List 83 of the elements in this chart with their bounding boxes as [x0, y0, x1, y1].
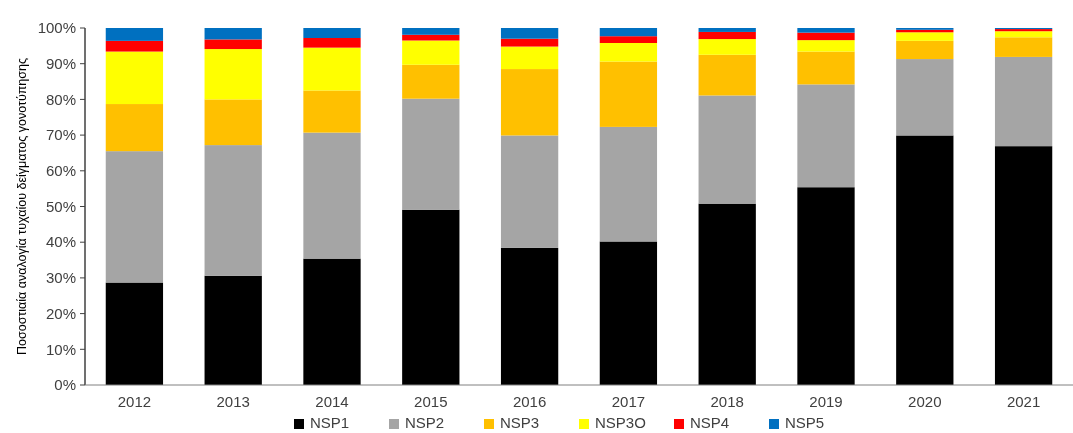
x-tick-label: 2021	[1006, 393, 1041, 410]
bar	[994, 31, 1053, 38]
x-tick-label: 2018	[710, 393, 744, 410]
legend-label: NSP3O	[595, 414, 646, 431]
y-tick-label: 50%	[45, 197, 76, 215]
bar	[204, 145, 262, 276]
y-tick-label: 20%	[45, 304, 76, 322]
bar	[402, 98, 460, 210]
bar	[303, 28, 361, 38]
bar	[105, 51, 164, 105]
bar	[797, 32, 855, 41]
x-tick-label: 2013	[216, 393, 250, 410]
bar	[204, 39, 262, 50]
bar	[896, 32, 954, 41]
bar	[500, 247, 559, 385]
bar	[797, 84, 855, 188]
bar	[105, 28, 164, 41]
bar	[303, 258, 361, 385]
bar	[105, 151, 164, 283]
x-tick-label: 2015	[414, 393, 448, 410]
bar	[204, 99, 262, 146]
bar	[402, 64, 460, 99]
y-tick-label: 10%	[45, 340, 76, 358]
bar	[599, 241, 658, 385]
bar	[303, 47, 361, 91]
x-tick-label: 2014	[315, 393, 349, 410]
bar	[896, 59, 954, 136]
y-tick-label: 70%	[45, 126, 76, 144]
y-tick-label: 60%	[45, 162, 76, 180]
bar	[204, 28, 262, 40]
bar	[896, 135, 954, 385]
bar	[402, 40, 460, 65]
bar	[797, 28, 855, 33]
y-tick-label: 40%	[45, 233, 76, 251]
bar	[797, 51, 855, 85]
y-tick-label: 90%	[45, 54, 76, 72]
legend-label: NSP4	[690, 414, 730, 431]
bar	[797, 187, 855, 385]
bar	[402, 209, 460, 385]
bar	[599, 28, 658, 37]
x-tick-label: 2017	[611, 393, 646, 410]
bar	[698, 31, 756, 40]
y-tick-label: 0%	[54, 376, 76, 394]
bar	[303, 90, 361, 133]
bar	[698, 203, 756, 385]
x-tick-label: 2012	[117, 393, 152, 410]
bar	[402, 28, 460, 35]
bar	[105, 104, 164, 152]
x-tick-label: 2020	[908, 393, 942, 410]
bar	[698, 39, 756, 55]
bar	[994, 37, 1053, 57]
bar	[204, 49, 262, 100]
bar	[500, 28, 559, 39]
legend-label: NSP3	[500, 414, 540, 431]
bar	[105, 282, 164, 385]
bar	[204, 275, 262, 385]
bar	[105, 40, 164, 52]
y-axis-title: Ποσοστιαία αναλογία τυχαίου δείγματος γονοτύπησης	[15, 58, 29, 355]
bar	[303, 132, 361, 259]
legend-label: NSP2	[405, 414, 445, 431]
x-tick-label: 2016	[512, 393, 547, 410]
bar	[994, 56, 1053, 147]
y-tick-label: 80%	[45, 90, 76, 108]
y-tick-label: 30%	[45, 269, 76, 287]
bar	[500, 135, 559, 248]
legend-label: NSP1	[310, 414, 350, 431]
bar	[698, 28, 756, 32]
bar	[500, 69, 559, 136]
bar	[303, 38, 361, 48]
bar	[599, 126, 658, 242]
bar	[599, 42, 658, 62]
legend-label: NSP5	[785, 414, 825, 431]
bar	[797, 40, 855, 52]
x-tick-label: 2019	[809, 393, 843, 410]
bar	[599, 61, 658, 127]
bar	[994, 146, 1053, 385]
bar	[698, 54, 756, 96]
bar	[500, 46, 559, 70]
y-tick-label: 100%	[37, 19, 76, 37]
bar	[698, 95, 756, 204]
bar	[500, 38, 559, 47]
bar	[896, 40, 954, 60]
bar	[599, 36, 658, 43]
